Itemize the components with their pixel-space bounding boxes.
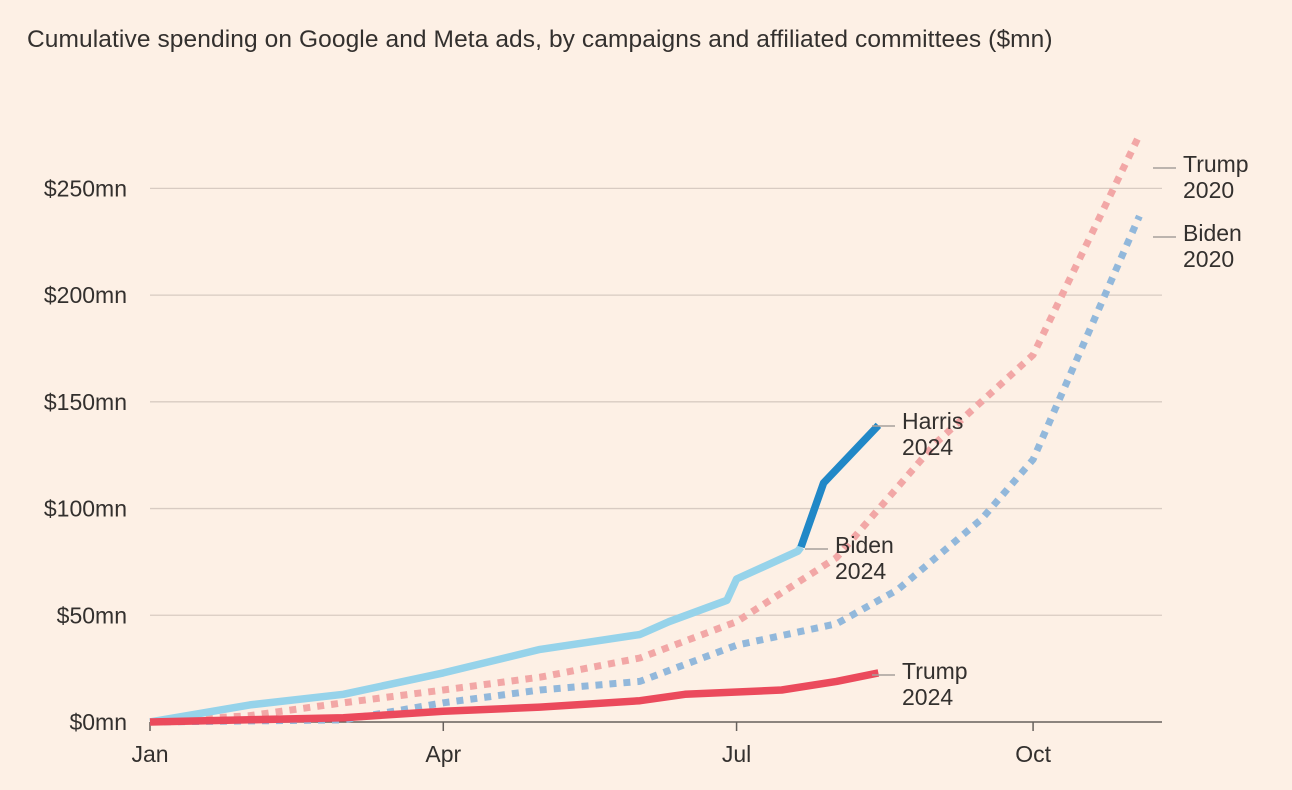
series-label-year: 2024: [835, 558, 886, 584]
x-tick-label: Apr: [425, 741, 461, 767]
series-label-name: Biden: [1183, 220, 1242, 246]
series-label-name: Trump: [902, 658, 968, 684]
y-tick-label: $250mn: [44, 175, 127, 201]
series-label-year: 2020: [1183, 246, 1234, 272]
x-tick-label: Jul: [722, 741, 751, 767]
series-label-year: 2024: [902, 434, 953, 460]
y-tick-label: $50mn: [57, 602, 127, 628]
y-tick-label: $200mn: [44, 282, 127, 308]
y-tick-label: $100mn: [44, 496, 127, 522]
series-line-harris-2024: [797, 422, 882, 549]
series-label-name: Trump: [1183, 151, 1249, 177]
series-label-name: Harris: [902, 408, 963, 434]
series-line-trump-2020: [149, 133, 1143, 726]
y-tick-label: $0mn: [69, 709, 127, 735]
series-line-trump-2024: [149, 669, 880, 726]
series-line-biden-2024: [149, 544, 804, 726]
x-tick-label: Jan: [131, 741, 168, 767]
series-label-year: 2020: [1183, 177, 1234, 203]
x-tick-label: Oct: [1015, 741, 1051, 767]
y-tick-label: $150mn: [44, 389, 127, 415]
series-label-year: 2024: [902, 684, 953, 710]
chart-title: Cumulative spending on Google and Meta a…: [27, 26, 1053, 53]
series-line-biden-2020: [149, 214, 1143, 726]
series-label-name: Biden: [835, 532, 894, 558]
